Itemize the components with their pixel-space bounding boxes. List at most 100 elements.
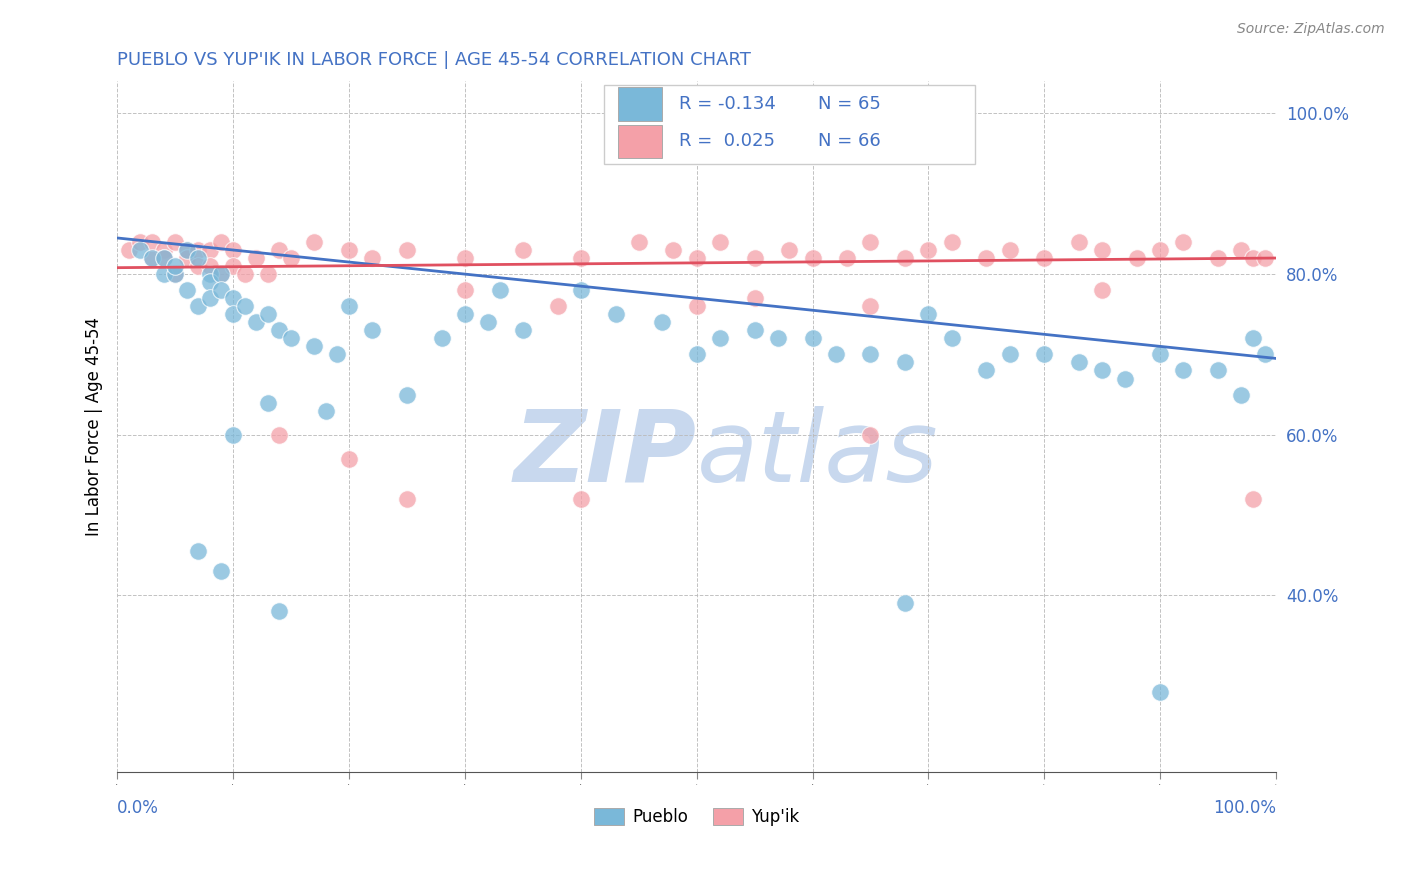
Point bbox=[280, 331, 302, 345]
Point bbox=[176, 251, 198, 265]
Point bbox=[651, 315, 673, 329]
Text: 100.0%: 100.0% bbox=[1213, 799, 1277, 817]
Point bbox=[187, 243, 209, 257]
Y-axis label: In Labor Force | Age 45-54: In Labor Force | Age 45-54 bbox=[86, 318, 103, 536]
Point bbox=[211, 283, 233, 297]
Point bbox=[222, 307, 245, 321]
Point bbox=[685, 347, 707, 361]
Point bbox=[245, 251, 267, 265]
Point bbox=[395, 387, 418, 401]
Point bbox=[1241, 251, 1264, 265]
Point bbox=[1033, 347, 1056, 361]
Point bbox=[859, 427, 882, 442]
Point bbox=[627, 235, 650, 249]
Text: R = -0.134: R = -0.134 bbox=[679, 95, 776, 113]
Point bbox=[512, 323, 534, 337]
Point bbox=[859, 235, 882, 249]
Point bbox=[176, 243, 198, 257]
Point bbox=[477, 315, 499, 329]
Point bbox=[198, 243, 221, 257]
Point bbox=[454, 307, 477, 321]
Point bbox=[605, 307, 627, 321]
Point bbox=[1114, 371, 1136, 385]
Point bbox=[257, 395, 280, 409]
Point bbox=[269, 243, 291, 257]
Point bbox=[1230, 387, 1253, 401]
Point bbox=[165, 267, 187, 281]
Point bbox=[1091, 243, 1114, 257]
Point bbox=[141, 235, 163, 249]
Point bbox=[801, 251, 824, 265]
Point bbox=[280, 251, 302, 265]
Point bbox=[187, 259, 209, 273]
Point bbox=[998, 243, 1021, 257]
Point bbox=[1206, 251, 1229, 265]
Point bbox=[569, 251, 592, 265]
Point bbox=[685, 251, 707, 265]
Point bbox=[152, 243, 174, 257]
Point bbox=[1241, 491, 1264, 506]
Point bbox=[976, 251, 998, 265]
Point bbox=[165, 235, 187, 249]
Point bbox=[837, 251, 859, 265]
Point bbox=[165, 267, 187, 281]
Point bbox=[152, 267, 174, 281]
Point bbox=[361, 251, 384, 265]
Point bbox=[337, 243, 360, 257]
Point bbox=[152, 251, 174, 265]
Text: PUEBLO VS YUP'IK IN LABOR FORCE | AGE 45-54 CORRELATION CHART: PUEBLO VS YUP'IK IN LABOR FORCE | AGE 45… bbox=[117, 51, 751, 69]
Point bbox=[1033, 251, 1056, 265]
Point bbox=[894, 355, 917, 369]
Point bbox=[894, 596, 917, 610]
Point bbox=[569, 283, 592, 297]
Point bbox=[976, 363, 998, 377]
Point bbox=[824, 347, 846, 361]
Point bbox=[685, 299, 707, 313]
Point bbox=[269, 427, 291, 442]
Point bbox=[302, 339, 325, 353]
Point bbox=[176, 283, 198, 297]
Text: atlas: atlas bbox=[696, 406, 938, 503]
Point bbox=[222, 243, 245, 257]
Point bbox=[1149, 347, 1171, 361]
Point bbox=[1067, 355, 1090, 369]
Point bbox=[1206, 363, 1229, 377]
Point bbox=[395, 243, 418, 257]
Point bbox=[1126, 251, 1149, 265]
Point bbox=[395, 491, 418, 506]
Point bbox=[1067, 235, 1090, 249]
Point bbox=[337, 299, 360, 313]
Point bbox=[198, 275, 221, 289]
Point bbox=[1091, 283, 1114, 297]
Point bbox=[778, 243, 800, 257]
Point bbox=[337, 451, 360, 466]
Point bbox=[547, 299, 569, 313]
Point bbox=[129, 235, 152, 249]
Point bbox=[222, 291, 245, 305]
Point bbox=[941, 331, 963, 345]
Point bbox=[118, 243, 141, 257]
Point bbox=[315, 403, 337, 417]
Point bbox=[245, 315, 267, 329]
Point bbox=[187, 544, 209, 558]
Point bbox=[744, 323, 766, 337]
Point bbox=[430, 331, 453, 345]
FancyBboxPatch shape bbox=[617, 125, 662, 158]
Point bbox=[1149, 243, 1171, 257]
Point bbox=[233, 299, 256, 313]
Text: Source: ZipAtlas.com: Source: ZipAtlas.com bbox=[1237, 22, 1385, 37]
Point bbox=[894, 251, 917, 265]
Point bbox=[1241, 331, 1264, 345]
Point bbox=[1253, 347, 1275, 361]
Point bbox=[257, 307, 280, 321]
Point bbox=[709, 235, 731, 249]
Point bbox=[801, 331, 824, 345]
Point bbox=[152, 251, 174, 265]
Point bbox=[233, 267, 256, 281]
Text: N = 65: N = 65 bbox=[818, 95, 882, 113]
Point bbox=[198, 259, 221, 273]
Point bbox=[1230, 243, 1253, 257]
Point bbox=[1253, 251, 1275, 265]
Point bbox=[129, 243, 152, 257]
Point bbox=[165, 259, 187, 273]
